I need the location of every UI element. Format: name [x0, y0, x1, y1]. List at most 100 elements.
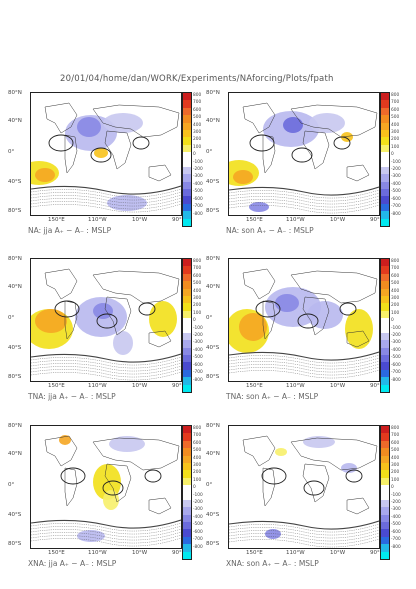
- contour-line: [31, 185, 181, 195]
- colorbar-tick-label: -300: [193, 174, 203, 180]
- panel-caption: TNA: son A₊ − A₋ : MSLP: [226, 392, 319, 401]
- coastline-1: [262, 467, 276, 507]
- panel-caption: XNA: son A₊ − A₋ : MSLP: [226, 559, 319, 568]
- colorbar-tick-label: 0: [193, 318, 196, 324]
- contour-line: [31, 531, 181, 541]
- map-plot: [228, 258, 380, 382]
- colorbar-swatch: [380, 470, 390, 478]
- anomaly-shading: [341, 132, 353, 142]
- anomaly-shading: [307, 301, 343, 329]
- colorbar-tick-label: 400: [193, 122, 202, 128]
- file-path-header: 20/01/04/home/dan/WORK/Experiments/NAfor…: [60, 74, 334, 84]
- map-panel-na-son: 80°N 40°N 0° 40°S 80°S 150°E 110°W 10°W 90°E NA: …: [206, 90, 401, 252]
- lon-label: 150°E: [48, 550, 65, 556]
- colorbar-swatch: [380, 122, 390, 130]
- contour-line: [31, 200, 181, 210]
- colorbar-swatch: [182, 536, 192, 545]
- colorbar-tick-label: -700: [193, 537, 203, 543]
- colorbar-tick-label: -100: [391, 159, 401, 165]
- colorbar-swatch: [380, 303, 390, 311]
- colorbar-tick-label: 600: [391, 273, 400, 279]
- lat-label: 80°S: [8, 208, 22, 214]
- colorbar-swatch: [182, 325, 192, 333]
- colorbar-tick-label: -100: [391, 325, 401, 331]
- map-panel-xna-son: 80°N 40°N 0° 40°S 80°S 150°E 110°W 10°W 90°E XNA:…: [206, 423, 401, 585]
- colorbar-swatch: [380, 433, 390, 441]
- contour-line: [229, 526, 379, 536]
- colorbar-swatch: [380, 485, 390, 493]
- contour-line: [229, 523, 379, 533]
- lat-label: 40°N: [8, 118, 22, 124]
- colorbar-tick-label: -800: [193, 544, 203, 550]
- lat-label: 40°N: [206, 118, 220, 124]
- colorbar-swatch: [380, 137, 390, 145]
- colorbar-tick-label: 0: [193, 485, 196, 491]
- colorbar-swatch: [182, 384, 192, 394]
- colorbar-swatch: [380, 507, 390, 515]
- contour-line: [31, 522, 181, 532]
- contour-line: [229, 529, 379, 539]
- colorbar-ticks: 800 700 600 500 400 300 200 100 0 -100 -200 -300 -40…: [193, 258, 203, 384]
- lon-label: 10°W: [330, 550, 346, 556]
- colorbar-swatch: [380, 273, 390, 282]
- colorbar-swatch: [182, 377, 192, 385]
- contour-line: [229, 204, 379, 214]
- colorbar-tick-label: 700: [193, 266, 202, 272]
- coastline-1: [64, 467, 78, 507]
- colorbar-swatch: [182, 492, 192, 500]
- colorbar-swatch: [182, 477, 192, 486]
- anomaly-shading: [309, 113, 345, 133]
- contour-line: [303, 480, 325, 496]
- lat-label: 80°S: [206, 208, 220, 214]
- colorbar-tick-label: -300: [391, 174, 401, 180]
- contour-line: [90, 147, 112, 163]
- contour-line: [132, 136, 150, 150]
- colorbar-swatch: [380, 203, 390, 212]
- colorbar-tick-label: 700: [391, 433, 400, 439]
- colorbar-tick-label: -500: [193, 355, 203, 361]
- coastline-3: [302, 130, 330, 170]
- contour-line: [54, 300, 80, 318]
- coastline-0: [44, 268, 78, 300]
- colorbar-swatch: [380, 362, 390, 370]
- contour-line: [31, 537, 181, 547]
- colorbar-swatch: [380, 174, 390, 182]
- colorbar-tick-label: -800: [391, 211, 401, 217]
- coastline-0: [44, 435, 78, 467]
- colorbar-tick-label: -100: [193, 159, 203, 165]
- contour-line: [229, 198, 379, 208]
- contour-line: [229, 357, 379, 367]
- colorbar-tick-label: -400: [391, 347, 401, 353]
- contour-line: [31, 362, 181, 372]
- contour-line: [31, 197, 181, 207]
- lat-label: 0°: [8, 149, 15, 155]
- colorbar-tick-label: 300: [193, 130, 202, 136]
- map-plot: [228, 425, 380, 549]
- colorbar-tick-label: -700: [193, 370, 203, 376]
- contour-line: [31, 519, 181, 529]
- lat-label: 80°S: [8, 541, 22, 547]
- colorbar-swatch: [182, 203, 192, 212]
- anomaly-shading: [77, 530, 105, 542]
- contour-line: [31, 191, 181, 201]
- colorbar-tick-label: -400: [193, 514, 203, 520]
- colorbar-swatch: [380, 129, 390, 138]
- colorbar-swatch: [380, 332, 390, 341]
- lat-label: 80°S: [206, 374, 220, 380]
- colorbar-tick-label: -200: [391, 500, 401, 506]
- contour-line: [31, 365, 181, 375]
- colorbar-swatch: [380, 166, 390, 175]
- lat-label: 40°N: [8, 451, 22, 457]
- colorbar-tick-label: -700: [193, 204, 203, 210]
- colorbar-tick-label: 100: [193, 477, 202, 483]
- colorbar-tick-label: -500: [391, 355, 401, 361]
- colorbar-tick-label: -600: [193, 529, 203, 535]
- colorbar-tick-label: -200: [391, 167, 401, 173]
- colorbar-tick-label: -400: [193, 347, 203, 353]
- colorbar-tick-label: 400: [391, 455, 400, 461]
- colorbar-swatch: [380, 551, 390, 561]
- colorbar-tick-label: 700: [391, 100, 400, 106]
- lon-label: 150°E: [48, 217, 65, 223]
- colorbar-swatch: [182, 551, 192, 561]
- contour-line: [229, 360, 379, 370]
